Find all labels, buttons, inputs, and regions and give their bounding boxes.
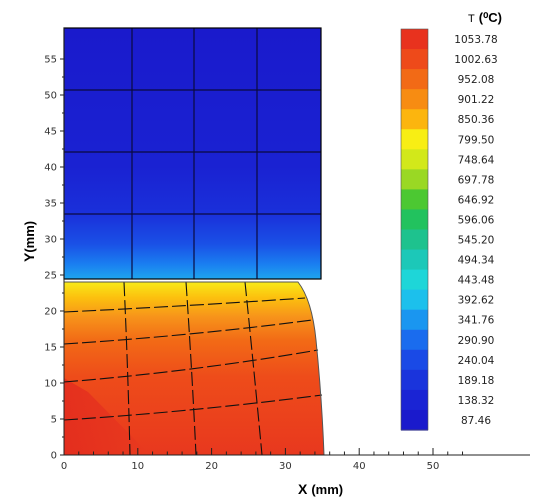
colorbar-swatch	[401, 109, 428, 130]
colorbar-level-label: 850.36	[458, 114, 495, 126]
colorbar-swatch	[401, 269, 428, 291]
colorbar-level-label: 87.46	[461, 415, 491, 427]
colorbar-unit: (⁰C)	[479, 10, 502, 25]
colorbar-swatch	[401, 189, 428, 211]
colorbar: T (⁰C) 1053.78 1002.63 952.08 901.22 850.36 79…	[400, 10, 502, 431]
colorbar-swatch	[401, 129, 428, 150]
colorbar-level-label: 799.50	[458, 134, 495, 146]
colorbar-swatch	[401, 249, 428, 271]
y-tick-label: 0	[51, 451, 57, 462]
axes	[63, 28, 530, 456]
y-tick-label: 15	[44, 343, 57, 354]
x-axis-ticks: 0 10 20 30 40 50	[61, 448, 464, 472]
colorbar-level-label: 1053.78	[454, 34, 497, 46]
y-tick-label: 10	[44, 379, 57, 390]
colorbar-swatch	[401, 69, 428, 90]
mesh-line	[244, 281, 263, 456]
colorbar-level-label: 189.18	[458, 375, 495, 387]
colorbar-swatch	[401, 329, 428, 351]
colorbar-level-label: 240.04	[458, 355, 495, 367]
y-tick-label: 40	[44, 163, 57, 174]
colorbar-swatch	[401, 409, 428, 431]
colorbar-level-label: 596.06	[458, 214, 495, 226]
mesh-line	[63, 394, 323, 421]
colorbar-swatch	[401, 209, 428, 231]
x-axis-unit: (mm)	[311, 482, 343, 497]
colorbar-swatch	[401, 309, 428, 331]
lower-block-region	[63, 281, 325, 456]
colorbar-symbol: T	[468, 13, 475, 25]
y-tick-label: 25	[44, 271, 57, 282]
colorbar-swatch	[401, 29, 428, 50]
mesh-line	[63, 349, 319, 383]
y-axis-symbol: Y	[21, 252, 37, 262]
lower-block-mesh	[63, 281, 323, 456]
x-tick-label: 0	[61, 461, 67, 472]
y-tick-label: 20	[44, 307, 57, 318]
y-tick-label: 30	[44, 235, 57, 246]
x-tick-label: 50	[427, 461, 440, 472]
lower-block-outline	[64, 281, 325, 456]
colorbar-swatch	[401, 389, 428, 411]
y-axis-unit: (mm)	[22, 221, 37, 253]
y-tick-label: 5	[51, 415, 57, 426]
colorbar-swatch	[401, 369, 428, 391]
mesh-line	[63, 297, 306, 313]
y-tick-label: 55	[44, 55, 57, 66]
x-tick-label: 10	[131, 461, 144, 472]
colorbar-level-label: 341.76	[458, 315, 495, 327]
colorbar-level-label: 748.64	[458, 154, 495, 166]
mesh-line	[63, 319, 313, 345]
colorbar-swatch	[401, 229, 428, 251]
colorbar-level-label: 494.34	[458, 255, 495, 267]
colorbar-swatch	[401, 149, 428, 170]
colorbar-swatches	[400, 28, 429, 431]
y-tick-label: 45	[44, 127, 57, 138]
colorbar-level-label: 392.62	[458, 295, 495, 307]
upper-block-region	[63, 27, 322, 280]
y-axis-ticks: 0 5 10 15 20 25 30 35 40 45 50 55	[44, 55, 64, 462]
upper-block-fill	[64, 28, 321, 279]
colorbar-level-label: 901.22	[458, 94, 495, 106]
colorbar-level-label: 545.20	[458, 235, 495, 247]
x-tick-label: 20	[205, 461, 218, 472]
colorbar-level-label: 443.48	[458, 275, 495, 287]
colorbar-level-label: 290.90	[458, 335, 495, 347]
y-axis-title: Y(mm)	[21, 221, 37, 262]
colorbar-swatch	[401, 49, 428, 70]
x-tick-label: 40	[353, 461, 366, 472]
colorbar-level-label: 697.78	[458, 174, 495, 186]
colorbar-level-label: 646.92	[458, 194, 495, 206]
y-tick-label: 35	[44, 199, 57, 210]
colorbar-level-label: 138.32	[458, 395, 495, 407]
colorbar-frame	[400, 28, 429, 431]
mesh-line	[185, 281, 197, 456]
colorbar-swatch	[401, 89, 428, 110]
mesh-line	[123, 281, 131, 456]
y-tick-label: 50	[44, 91, 57, 102]
colorbar-swatch	[401, 169, 428, 190]
colorbar-swatch	[401, 349, 428, 371]
colorbar-labels: 1053.78 1002.63 952.08 901.22 850.36 799.50 74…	[454, 34, 497, 427]
colorbar-swatch	[401, 289, 428, 311]
x-axis-symbol: X	[298, 481, 308, 497]
colorbar-title: T (⁰C)	[468, 10, 502, 25]
colorbar-level-label: 1002.63	[454, 54, 497, 66]
colorbar-level-label: 952.08	[458, 74, 495, 86]
x-tick-label: 30	[279, 461, 292, 472]
x-axis-title: X (mm)	[298, 481, 343, 497]
